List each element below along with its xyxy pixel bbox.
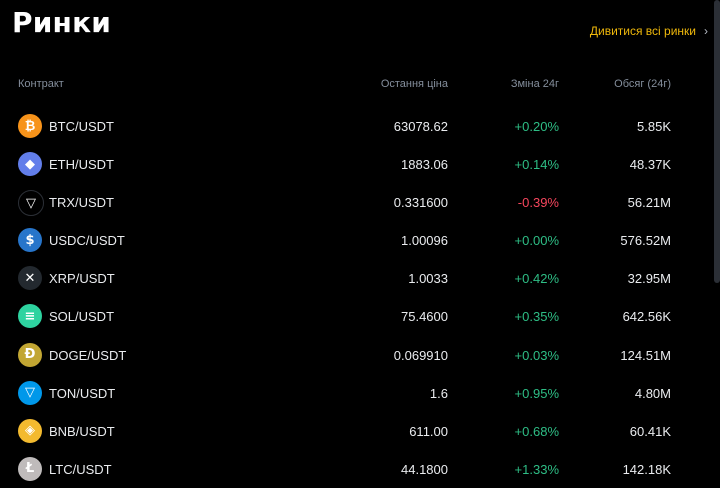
page-title: Ринки <box>12 6 112 39</box>
last-price: 75.4600 <box>401 309 448 325</box>
pair-name: USDC/USDT <box>49 233 125 249</box>
volume-24h: 56.21M <box>627 195 671 211</box>
volume-24h: 124.51M <box>620 347 671 363</box>
change-24h: +0.14% <box>514 157 559 173</box>
table-row[interactable]: Ł LTC/USDT 44.1800 +1.33% 142.18K <box>0 450 720 488</box>
last-price: 611.00 <box>409 423 448 439</box>
change-24h: +0.03% <box>514 347 559 363</box>
pair-name: TRX/USDT <box>49 195 114 211</box>
change-24h: +0.00% <box>514 233 559 249</box>
change-24h: +0.20% <box>514 119 559 134</box>
header-volume-24h[interactable]: Обсяг (24г) <box>614 78 671 90</box>
table-row[interactable]: $ USDC/USDT 1.00096 +0.00% 576.52M <box>0 221 720 259</box>
table-row[interactable]: ₿ BTC/USDT 63078.62 +0.20% 5.85K <box>0 107 720 145</box>
change-24h: +0.42% <box>514 271 559 287</box>
header-contract: Контракт <box>18 78 64 90</box>
volume-24h: 32.95M <box>627 271 671 287</box>
volume-24h: 642.56K <box>622 309 671 325</box>
last-price: 1883.06 <box>401 157 448 173</box>
last-price: 1.00096 <box>401 233 448 249</box>
change-24h: -0.39% <box>517 195 559 211</box>
ton-icon: ▽ <box>18 380 42 405</box>
table-row[interactable]: ▽ TRX/USDT 0.331600 -0.39% 56.21M <box>0 183 720 221</box>
table-row[interactable]: Ð DOGE/USDT 0.069910 +0.03% 124.51M <box>0 336 720 374</box>
scrollbar[interactable] <box>714 0 720 283</box>
eth-icon: ◆ <box>18 152 42 177</box>
xrp-icon: ✕ <box>18 266 42 291</box>
change-24h: +0.95% <box>514 385 559 401</box>
btc-icon: ₿ <box>18 114 42 138</box>
table-row[interactable]: ▽ TON/USDT 1.6 +0.95% 4.80M <box>0 374 720 412</box>
change-24h: +0.35% <box>514 309 559 325</box>
last-price: 1.0033 <box>408 271 448 287</box>
volume-24h: 60.41K <box>629 423 671 439</box>
last-price: 0.331600 <box>393 195 448 211</box>
pair-name: XRP/USDT <box>49 271 115 287</box>
markets-table: ₿ BTC/USDT 63078.62 +0.20% 5.85K ◆ ETH/USDT 188… <box>0 107 720 488</box>
volume-24h: 5.85K <box>637 119 671 134</box>
pair-name: DOGE/USDT <box>49 347 127 363</box>
usdc-icon: $ <box>18 228 42 253</box>
change-24h: +1.33% <box>514 461 559 477</box>
table-row[interactable]: ◆ ETH/USDT 1883.06 +0.14% 48.37K <box>0 145 720 183</box>
header-change-24h[interactable]: Зміна 24г <box>510 78 559 90</box>
view-all-label: Дивитися всі ринки <box>589 24 696 38</box>
chevron-right-icon: › <box>704 24 708 38</box>
sol-icon: ≡ <box>18 304 42 329</box>
change-24h: +0.68% <box>514 423 559 439</box>
last-price: 0.069910 <box>393 347 448 363</box>
bnb-icon: ◈ <box>18 418 42 443</box>
ltc-icon: Ł <box>18 456 42 481</box>
doge-icon: Ð <box>18 342 42 367</box>
volume-24h: 576.52M <box>620 233 671 249</box>
pair-name: LTC/USDT <box>49 461 112 477</box>
header-last-price[interactable]: Остання ціна <box>380 78 448 90</box>
table-header: Контракт Остання ціна Зміна 24г Обсяг (2… <box>0 78 720 92</box>
last-price: 63078.62 <box>393 119 448 134</box>
table-row[interactable]: ≡ SOL/USDT 75.4600 +0.35% 642.56K <box>0 297 720 335</box>
last-price: 44.1800 <box>401 461 448 477</box>
table-row[interactable]: ◈ BNB/USDT 611.00 +0.68% 60.41K <box>0 412 720 450</box>
pair-name: BTC/USDT <box>49 119 114 134</box>
trx-icon: ▽ <box>18 190 44 217</box>
last-price: 1.6 <box>429 385 448 401</box>
volume-24h: 48.37K <box>629 157 671 173</box>
volume-24h: 4.80M <box>634 385 671 401</box>
pair-name: SOL/USDT <box>49 309 115 325</box>
view-all-markets-link[interactable]: Дивитися всі ринки › <box>590 24 708 38</box>
volume-24h: 142.18K <box>622 461 671 477</box>
pair-name: BNB/USDT <box>49 423 115 439</box>
pair-name: TON/USDT <box>49 385 116 401</box>
table-row[interactable]: ✕ XRP/USDT 1.0033 +0.42% 32.95M <box>0 259 720 297</box>
pair-name: ETH/USDT <box>49 157 114 173</box>
